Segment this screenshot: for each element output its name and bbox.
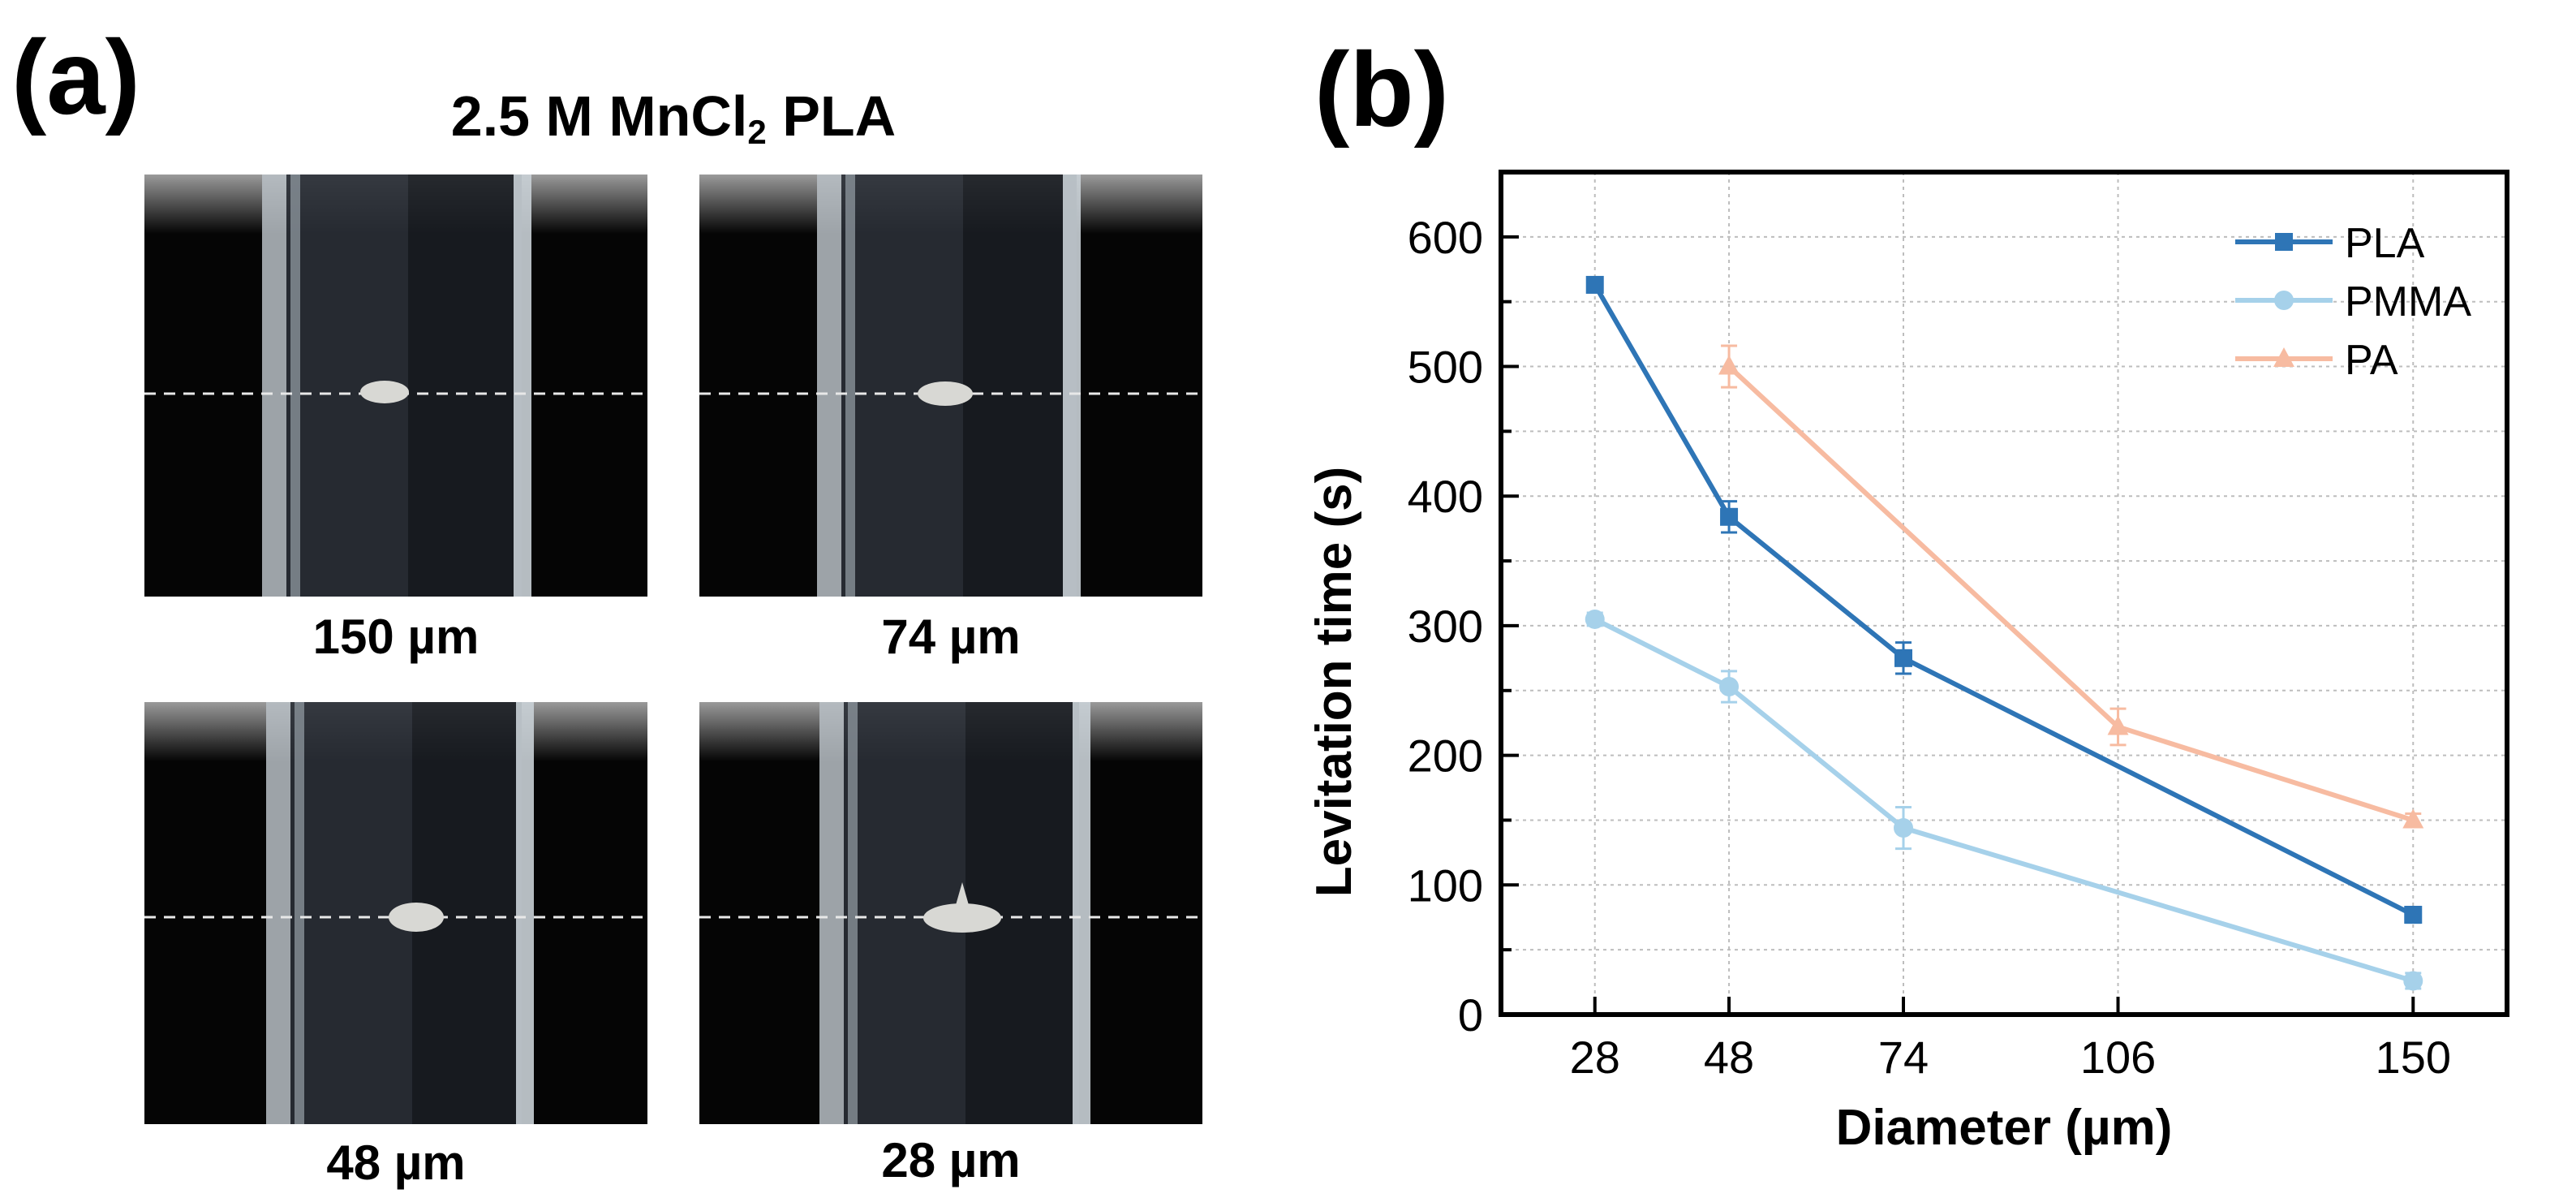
y-tick-label: 400 <box>1408 471 1483 522</box>
y-tick-label: 300 <box>1408 601 1483 652</box>
data-point-pa <box>2402 808 2424 829</box>
photo-150um <box>144 175 647 597</box>
series-layer <box>1585 275 2424 991</box>
panel-a-title-tail: PLA <box>766 84 897 148</box>
x-tick-label: 150 <box>2376 1032 2451 1083</box>
legend-marker-pmma <box>2274 291 2294 310</box>
legend-label-pa: PA <box>2345 337 2398 384</box>
y-tick-label: 0 <box>1458 989 1483 1041</box>
legend-label-pmma: PMMA <box>2345 278 2471 325</box>
photo-caption-28um: 28 µm <box>881 1133 1021 1187</box>
series-line-pmma <box>1593 617 2415 984</box>
panel-b-label: (b) <box>1314 30 1449 149</box>
x-tick-label: 48 <box>1704 1032 1754 1083</box>
series-line-pla <box>1593 283 2415 917</box>
y-tick-label: 600 <box>1408 212 1483 263</box>
data-point-pmma <box>1719 676 1740 696</box>
grid-layer <box>1501 172 2507 1015</box>
photo-28um <box>699 702 1202 1124</box>
data-point-pmma <box>1585 609 1605 629</box>
y-tick-label: 200 <box>1408 730 1483 782</box>
series-line-pa <box>1727 364 2415 823</box>
photo-caption-150um: 150 µm <box>312 610 480 664</box>
y-tick-label: 500 <box>1408 342 1483 393</box>
data-point-pa <box>1718 355 1740 375</box>
photo-caption-48um: 48 µm <box>326 1136 466 1190</box>
y-tick-label: 100 <box>1408 860 1483 911</box>
data-point-pla <box>1720 507 1739 526</box>
panel-a-title-main: 2.5 M MnCl <box>450 84 748 148</box>
panel-a-title-subscript: 2 <box>747 113 767 151</box>
panel-a-title: 2.5 M MnCl2 PLA <box>146 88 1201 149</box>
x-tick-label: 106 <box>2080 1032 2156 1083</box>
panel-a-label: (a) <box>11 18 140 136</box>
legend-layer: PLA PMMA PA <box>2235 220 2471 384</box>
data-point-pa <box>2107 715 2129 735</box>
data-point-pmma <box>1894 818 1913 838</box>
data-point-pla <box>1894 649 1912 667</box>
y-axis-title: Levitation time (s) <box>1306 467 1362 898</box>
x-axis-title: Diameter (µm) <box>1836 1100 2173 1156</box>
legend-label-pla: PLA <box>2345 220 2425 267</box>
legend-marker-pa <box>2273 347 2294 367</box>
data-point-pmma <box>2403 971 2423 991</box>
photo-74um <box>699 175 1202 597</box>
plot-frame <box>1499 170 2509 1017</box>
data-point-pla <box>1585 275 1604 294</box>
photo-48um <box>144 702 647 1124</box>
data-point-pla <box>2404 906 2423 924</box>
x-tick-label: 74 <box>1878 1032 1929 1083</box>
legend-marker-pla <box>2275 233 2293 251</box>
axis-layer: 0 100 200 300 400 500 600 28 48 74 106 150 <box>1408 170 2509 1083</box>
photo-caption-74um: 74 µm <box>881 610 1021 664</box>
x-tick-label: 28 <box>1570 1032 1620 1083</box>
